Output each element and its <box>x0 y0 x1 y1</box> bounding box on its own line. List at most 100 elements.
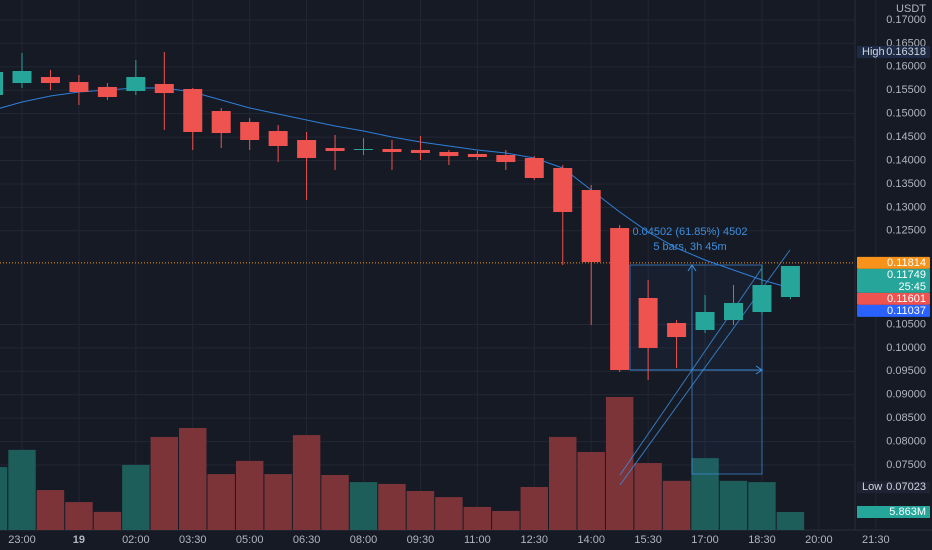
x-tick-label: 09:30 <box>407 534 435 546</box>
x-tick-label: 15:30 <box>634 534 662 546</box>
x-tick-label: 06:30 <box>293 534 321 546</box>
x-tick-label: 18:30 <box>748 534 776 546</box>
volume-bar <box>406 490 435 530</box>
volume-bar <box>378 483 406 530</box>
y-tick-label: 0.12500 <box>886 225 926 237</box>
x-tick-label: 05:00 <box>236 534 264 546</box>
volume-bar <box>349 482 378 530</box>
volume-bar <box>776 511 805 530</box>
volume-bar <box>662 480 691 530</box>
candles <box>0 51 800 381</box>
measure-arrow <box>687 264 697 272</box>
y-tick-label: 0.09500 <box>886 365 926 377</box>
y-tick-label: 0.07500 <box>886 459 926 471</box>
volume-bar <box>748 482 776 530</box>
volume-bar <box>264 474 292 530</box>
candle-body <box>12 71 32 84</box>
candle-body <box>325 148 345 152</box>
badge-title: Low <box>862 481 882 493</box>
y-tick-label: 0.15500 <box>886 84 926 96</box>
candle-body <box>752 285 772 313</box>
volume-bar <box>691 458 719 530</box>
candle-body <box>553 168 573 212</box>
price-badge-value: 0.11601 <box>887 293 926 305</box>
measure-change: 0.04502 (61.85%) 4502 <box>633 226 748 238</box>
y-tick-label: 0.15000 <box>886 108 926 120</box>
volume-bar <box>93 511 122 530</box>
x-tick-label: 21:30 <box>862 534 890 546</box>
volume-bar <box>492 510 520 530</box>
y-tick-label: 0.13000 <box>886 201 926 213</box>
measure-span: 5 bars, 3h 45m <box>653 241 726 253</box>
x-tick-label: 14:00 <box>577 534 605 546</box>
volume-layer <box>0 397 805 530</box>
volume-bar <box>577 451 605 530</box>
price-badge-value: 0.11749 <box>887 269 926 281</box>
moving-average <box>0 87 791 289</box>
candle-body <box>154 83 174 94</box>
price-badge <box>857 268 930 293</box>
x-tick-label: 17:00 <box>691 534 719 546</box>
candle-body <box>780 265 800 298</box>
price-badge <box>857 292 930 305</box>
x-tick-label: 03:30 <box>179 534 207 546</box>
y-tick-label: 0.14000 <box>886 154 926 166</box>
volume-bar <box>520 486 549 530</box>
low-label-badge <box>857 481 930 494</box>
volume-bar <box>235 460 264 530</box>
x-tick-label: 02:00 <box>122 534 150 546</box>
candle-body <box>667 323 687 338</box>
volume-bar <box>435 497 463 530</box>
countdown: 25:45 <box>898 281 926 293</box>
badge-value: 0.16318 <box>886 46 926 58</box>
candle-body <box>724 303 743 321</box>
volume-bar <box>634 463 662 530</box>
y-tick-label: 0.13500 <box>886 178 926 190</box>
volume-badge <box>857 505 930 518</box>
volume-bar <box>719 480 748 530</box>
candle-body <box>382 148 402 152</box>
high-label-badge <box>857 45 930 58</box>
y-tick-label: 0.10500 <box>886 318 926 330</box>
candle-body <box>695 312 715 330</box>
candle-body <box>40 77 60 84</box>
volume-bar <box>179 428 207 530</box>
candle-body <box>524 157 544 178</box>
volume-badge-value: 5.863M <box>889 506 926 518</box>
price-badge-value: 0.11037 <box>887 305 926 317</box>
volume-bar <box>207 474 235 530</box>
volume-bar <box>321 475 349 530</box>
candle-body <box>410 149 430 153</box>
candle-body <box>211 111 231 134</box>
x-tick-label: 08:00 <box>350 534 378 546</box>
currency-label: USDT <box>896 3 926 15</box>
candle-body <box>297 140 317 158</box>
measure-arrow <box>755 365 763 375</box>
volume-bar <box>605 397 634 530</box>
volume-bar <box>0 467 8 530</box>
x-tick-label: 20:00 <box>805 534 833 546</box>
x-tick-label: 12:30 <box>521 534 549 546</box>
candle-body <box>354 148 374 150</box>
y-tick-label: 0.09000 <box>886 389 926 401</box>
axes: 0.07500 0.08000 0.08500 0.09000 0.09500 0.100… <box>8 14 930 546</box>
y-tick-label: 0.10000 <box>886 342 926 354</box>
measure-line <box>619 267 763 476</box>
x-tick-label: 23:00 <box>8 534 36 546</box>
volume-bar <box>292 435 321 530</box>
volume-bar <box>463 506 492 530</box>
candle-body <box>610 228 630 370</box>
price-badge <box>857 256 930 269</box>
candle-body <box>97 86 117 98</box>
candle-body <box>496 154 516 163</box>
candle-body <box>0 71 4 95</box>
candle-body <box>439 151 459 157</box>
candle-body <box>638 297 658 348</box>
price-badge <box>857 304 930 317</box>
y-tick-label: 0.14500 <box>886 131 926 143</box>
candle-body <box>183 88 203 132</box>
y-tick-label: 0.08000 <box>886 435 926 447</box>
volume-bar <box>36 490 65 530</box>
y-tick-label: 0.16000 <box>886 61 926 73</box>
